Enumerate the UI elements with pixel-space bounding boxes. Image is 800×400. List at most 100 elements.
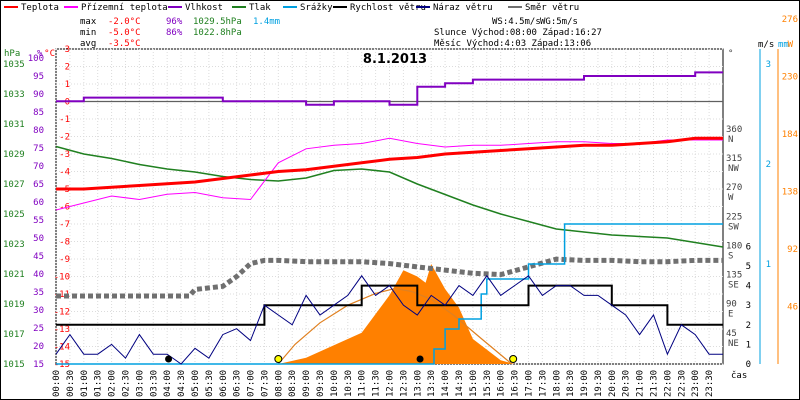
x-tick-label: 05:30: [205, 370, 215, 397]
x-tick-label: 11:30: [372, 370, 382, 397]
x-tick-label: 05:00: [191, 370, 201, 397]
mm-tick-label: 2: [766, 160, 771, 170]
pct-tick-label: 80: [33, 126, 44, 136]
ms-tick-label: 4: [746, 282, 751, 292]
info-wind-speed: WS:4.5m/s: [492, 17, 541, 27]
pct-axis-unit: %: [37, 49, 43, 59]
x-tick-label: 09:00: [302, 370, 312, 397]
pct-tick-label: 30: [33, 306, 44, 316]
pct-tick-label: 65: [33, 180, 44, 190]
stats-temp: -3.5°C: [108, 39, 141, 49]
temp-tick-label: -4: [59, 168, 70, 178]
temp-tick-label: 1: [65, 80, 70, 90]
pct-tick-label: 75: [33, 144, 44, 154]
ground-temperature-line: [55, 137, 723, 211]
hpa-tick-label: 1017: [3, 330, 25, 340]
pct-tick-label: 45: [33, 252, 44, 262]
x-tick-label: 04:30: [177, 370, 187, 397]
temperature-line: [56, 136, 723, 191]
x-tick-label: 07:30: [260, 370, 270, 397]
temp-axis-unit: °C: [44, 49, 55, 59]
x-tick-label: 10:00: [330, 370, 340, 397]
legend-label: Tlak: [249, 3, 271, 13]
moonset-marker: [416, 355, 424, 363]
temp-tick-label: -13: [54, 325, 70, 335]
x-tick-label: 21:30: [650, 370, 660, 397]
ms-tick-label: 5: [746, 262, 751, 272]
hpa-tick-label: 1021: [3, 270, 25, 280]
x-tick-label: 20:00: [608, 370, 618, 397]
temp-tick-label: -12: [54, 308, 70, 318]
dir-tick-label: N: [728, 135, 733, 145]
legend-label: Srážky: [300, 3, 333, 13]
stats-pressure: 1029.5hPa: [193, 17, 242, 27]
x-tick-label: 23:00: [691, 370, 701, 397]
x-tick-label: 20:30: [622, 370, 632, 397]
ms-tick-label: 2: [746, 321, 751, 331]
stats-rain: 1.4mm: [253, 17, 280, 27]
temp-tick-label: -1: [59, 115, 70, 125]
ms-axis-unit: m/s: [758, 40, 774, 50]
x-tick-label: 19:30: [594, 370, 604, 397]
pct-tick-label: 70: [33, 162, 44, 172]
info-moon-times: Měsíc Východ:4:03 Západ:13:06: [434, 39, 591, 49]
pct-tick-label: 35: [33, 288, 44, 298]
dir-tick-label: 135: [726, 271, 742, 281]
pct-tick-label: 100: [28, 54, 44, 64]
x-tick-label: 14:30: [455, 370, 465, 397]
temp-tick-label: -10: [54, 273, 70, 283]
x-tick-label: 22:00: [663, 370, 673, 397]
dir-tick-label: 90: [726, 300, 737, 310]
sun-elevation-arc: [277, 287, 513, 365]
stats-pressure: 1022.8hPa: [193, 28, 242, 38]
temp-tick-label: -11: [54, 290, 70, 300]
x-tick-label: 19:00: [580, 370, 590, 397]
hpa-tick-label: 1035: [3, 60, 25, 70]
mm-tick-label: 1: [766, 260, 771, 270]
x-tick-label: 18:00: [552, 370, 562, 397]
temp-tick-label: -3: [59, 150, 70, 160]
stats-label: avg: [80, 39, 96, 49]
x-tick-label: 16:00: [497, 370, 507, 397]
stats-label: min: [80, 28, 96, 38]
pct-tick-label: 95: [33, 72, 44, 82]
pct-tick-label: 15: [33, 360, 44, 370]
moonrise-marker: [165, 355, 173, 363]
dir-axis-unit: °: [728, 49, 733, 59]
temp-tick-label: 3: [65, 45, 70, 55]
x-tick-label: 13:00: [413, 370, 423, 397]
dir-tick-label: W: [728, 193, 734, 203]
solar-radiation-area: [278, 264, 515, 364]
pct-tick-label: 85: [33, 108, 44, 118]
sunrise-marker: [274, 355, 283, 363]
temp-tick-label: 2: [65, 63, 70, 73]
hpa-tick-label: 1019: [3, 300, 25, 310]
x-tick-label: 21:00: [636, 370, 646, 397]
stats-humidity: 86%: [166, 28, 183, 38]
humidity-line: [56, 71, 723, 106]
chart-title: 8.1.2013: [363, 52, 427, 67]
w-tick-label: 138: [782, 188, 798, 198]
stats-humidity: 96%: [166, 17, 183, 27]
hpa-tick-label: 1031: [3, 120, 25, 130]
dir-tick-label: NW: [728, 164, 739, 174]
pct-tick-label: 50: [33, 234, 44, 244]
wind-direction-line: [56, 256, 723, 299]
x-tick-label: 17:30: [538, 370, 548, 397]
w-tick-label: 184: [782, 130, 798, 140]
x-tick-label: 10:30: [344, 370, 354, 397]
x-tick-label: 15:00: [469, 370, 479, 397]
x-tick-label: 16:30: [511, 370, 521, 397]
w-axis-unit: W: [788, 40, 794, 50]
legend-label: Směr větru: [525, 3, 579, 13]
temp-tick-label: -9: [59, 255, 70, 265]
hpa-tick-label: 1023: [3, 240, 25, 250]
x-tick-label: 17:00: [524, 370, 534, 397]
pct-tick-label: 25: [33, 324, 44, 334]
temp-tick-label: 0: [65, 98, 70, 108]
ms-tick-label: 1: [746, 340, 751, 350]
dir-tick-label: 180: [726, 241, 742, 251]
dir-tick-label: 315: [726, 154, 742, 164]
x-tick-label: 04:00: [163, 370, 173, 397]
hpa-tick-label: 1025: [3, 210, 25, 220]
